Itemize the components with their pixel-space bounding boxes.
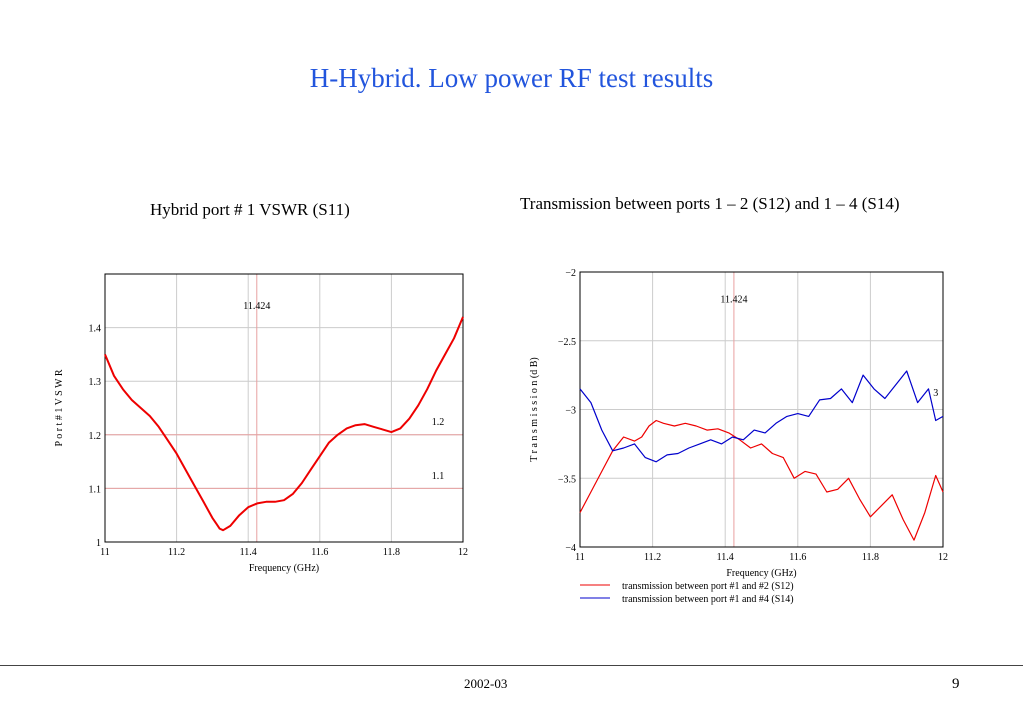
y-tick-label: 1.4: [89, 324, 102, 335]
annotation-label: 1.1: [432, 471, 445, 482]
x-tick-label: 11: [100, 547, 110, 558]
footer-divider: [0, 665, 1023, 666]
footer-date: 2002-03: [464, 676, 508, 691]
chart-title-vswr: Hybrid port # 1 VSWR (S11): [150, 200, 350, 219]
x-tick-label: 12: [458, 547, 468, 558]
y-tick-label: 1.2: [89, 431, 102, 442]
page-number: 9: [952, 676, 960, 692]
x-tick-label: 11.4: [717, 552, 734, 563]
annotation-label: 1.2: [432, 417, 445, 428]
y-tick-label: 1.1: [89, 484, 102, 495]
annotation-label: 11.424: [720, 294, 747, 305]
y-tick-label: −4: [565, 543, 576, 554]
x-axis-label: Frequency (GHz): [249, 563, 319, 574]
y-axis-label: T r a n s m i s s i o n (d B): [529, 357, 540, 462]
plot-frame: [579, 271, 944, 548]
y-axis-label: P o r t # 1 V S W R: [54, 369, 65, 446]
x-tick-label: 11.2: [644, 552, 661, 563]
series-line-2: [579, 370, 944, 463]
slide-title: H-Hybrid. Low power RF test results: [309, 63, 714, 93]
x-tick-label: 11.6: [789, 552, 806, 563]
legend-label: transmission between port #1 and #4 (S14…: [622, 594, 794, 605]
y-tick-label: −3: [565, 406, 576, 417]
x-tick-label: 11.6: [311, 547, 328, 558]
y-tick-label: −2: [565, 268, 576, 279]
y-tick-label: 1: [96, 538, 101, 549]
x-tick-label: 11: [575, 552, 585, 563]
y-tick-label: 1.3: [89, 377, 102, 388]
plot-frame: [104, 273, 464, 543]
chart-title-transmission: Transmission between ports 1 – 2 (S12) a…: [520, 194, 900, 213]
x-tick-label: 12: [938, 552, 948, 563]
y-tick-label: −2.5: [558, 337, 576, 348]
series-line-1: [104, 316, 464, 532]
x-axis-label: Frequency (GHz): [726, 568, 796, 579]
x-tick-label: 11.2: [168, 547, 185, 558]
y-tick-label: −3.5: [558, 474, 576, 485]
series-line-1: [579, 419, 944, 541]
x-tick-label: 11.8: [383, 547, 400, 558]
legend-label: transmission between port #1 and #2 (S12…: [622, 581, 794, 592]
x-tick-label: 11.8: [862, 552, 879, 563]
annotation-label: 11.424: [243, 301, 270, 312]
x-tick-label: 11.4: [240, 547, 257, 558]
annotation-label: 3: [933, 388, 938, 399]
